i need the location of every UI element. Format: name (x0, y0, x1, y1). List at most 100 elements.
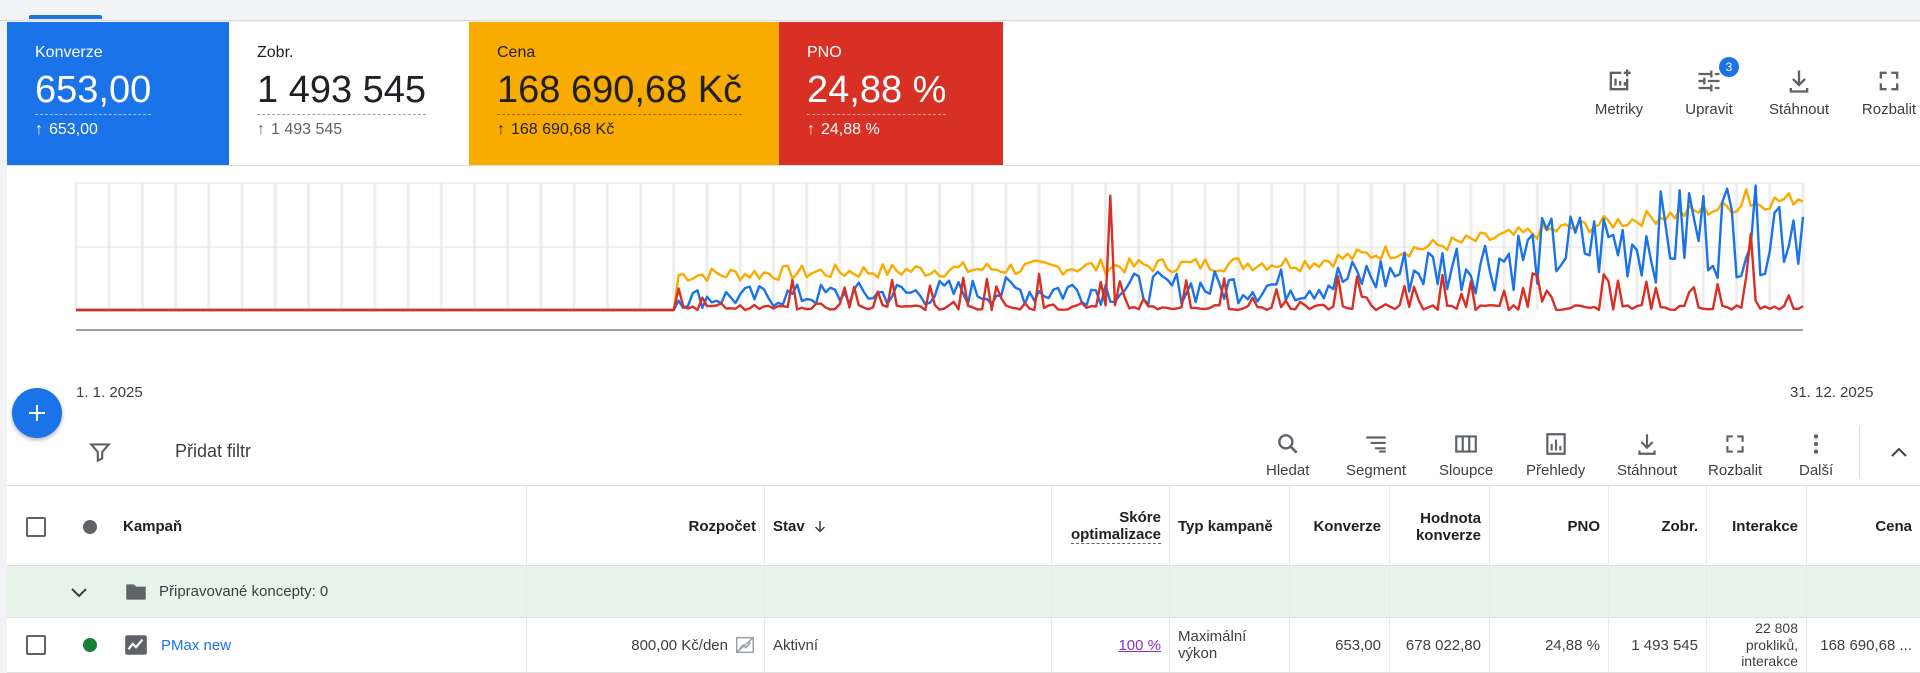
no-chart-icon (736, 636, 754, 654)
optimization-score-link[interactable]: 100 % (1118, 636, 1161, 654)
header-interactions[interactable]: Interakce (1707, 486, 1807, 567)
chart-series-pno-line (76, 194, 1804, 312)
folder-icon (126, 583, 146, 600)
scorecard-label: Zobr. (257, 44, 294, 61)
more-label: Další (1799, 462, 1834, 479)
header-campaign[interactable]: Kampaň (115, 486, 527, 567)
reports-button[interactable]: Přehledy (1526, 431, 1585, 479)
impressions-cell: 1 493 545 (1609, 618, 1707, 672)
header-status-label: Stav (773, 518, 805, 535)
arrow-up-icon: ↑ (497, 120, 505, 138)
header-conversion-value[interactable]: Hodnota konverze (1390, 486, 1490, 567)
chevron-down-icon[interactable] (67, 580, 91, 604)
add-filter-button[interactable]: Přidat filtr (175, 441, 252, 461)
table-expand-label: Rozbalit (1708, 462, 1763, 479)
search-label: Hledat (1266, 462, 1310, 479)
search-button[interactable]: Hledat (1266, 431, 1309, 479)
draft-cell (1609, 566, 1707, 617)
edit-label: Upravit (1685, 101, 1733, 118)
row-checkbox[interactable] (26, 635, 46, 655)
type-cell: Maximální výkon (1170, 618, 1290, 672)
header-optimization-score[interactable]: Skóre optimalizace (1052, 486, 1170, 567)
edit-button[interactable]: 3 Upravit (1669, 57, 1749, 118)
segment-label: Segment (1346, 462, 1407, 479)
row-status-cell (65, 618, 115, 672)
scorecard-cena[interactable]: Cena 168 690,68 Kč ↑ 168 690,68 Kč (469, 22, 779, 165)
cost-cell: 168 690,68 ... (1820, 636, 1912, 654)
draft-cell (1290, 566, 1390, 617)
search-icon (1277, 434, 1298, 454)
draft-cell (1170, 566, 1290, 617)
performance-chart[interactable]: 1. 1. 2025 31. 12. 2025 (7, 165, 1920, 435)
select-all-checkbox[interactable] (26, 516, 46, 537)
scorecard-pno[interactable]: PNO 24,88 % ↑ 24,88 % (779, 22, 1003, 165)
row-select-cell (7, 618, 65, 672)
draft-cell (1707, 566, 1807, 617)
budget-value: 800,00 Kč/den (631, 636, 728, 654)
table-download-button[interactable]: Stáhnout (1617, 431, 1677, 479)
budget-cell[interactable]: 800,00 Kč/den (527, 618, 765, 672)
expand-button[interactable]: Rozbalit (1849, 67, 1920, 118)
expand-label: Rozbalit (1861, 101, 1917, 118)
add-fab-button[interactable] (12, 388, 62, 438)
draft-cell (1390, 566, 1490, 617)
top-tab-strip (0, 0, 1920, 21)
status-active-dot-icon (83, 638, 97, 652)
arrow-up-icon: ↑ (807, 120, 815, 138)
status-cell[interactable]: Aktivní (765, 618, 1052, 672)
columns-button[interactable]: Sloupce (1439, 431, 1493, 479)
campaign-cell: PMax new (115, 618, 527, 672)
download-icon (1789, 70, 1809, 93)
header-campaign-type[interactable]: Typ kampaně (1170, 486, 1290, 567)
download-icon (1638, 434, 1656, 455)
x-axis-end-label: 31. 12. 2025 (1790, 384, 1874, 401)
fullscreen-icon (1726, 435, 1744, 453)
draft-label-cell: Připravované koncepty: 0 (115, 566, 527, 617)
arrow-up-icon: ↑ (257, 120, 265, 138)
draft-cell (765, 566, 1052, 617)
header-cost[interactable]: Cena (1875, 518, 1912, 535)
table-header: Kampaň Rozpočet Stav Skóre optimalizace … (7, 485, 1920, 567)
more-button[interactable]: Další (1799, 431, 1833, 479)
tune-icon (1698, 70, 1720, 92)
overview-panel: Konverze 653,00 ↑ 653,00 Zobr. 1 493 545 … (7, 22, 1920, 673)
segment-button[interactable]: Segment (1346, 431, 1406, 479)
arrow-up-icon: ↑ (35, 120, 43, 138)
chevron-up-icon[interactable] (1887, 441, 1911, 465)
table-row[interactable]: PMax new 800,00 Kč/den Aktivní 100 % Max… (7, 618, 1920, 673)
header-impressions[interactable]: Zobr. (1609, 486, 1707, 567)
filter-icon[interactable] (87, 439, 113, 465)
conversion-value-cell: 678 022,80 (1390, 618, 1490, 672)
metrics-button[interactable]: Metriky (1579, 67, 1659, 118)
select-all-cell (7, 486, 65, 567)
download-button[interactable]: Stáhnout (1759, 67, 1839, 118)
interactions-cell: 22 808 prokliků, interakce (1707, 618, 1807, 672)
scorecard-zobr[interactable]: Zobr. 1 493 545 ↑ 1 493 545 (229, 22, 469, 165)
plus-icon (29, 405, 45, 421)
table-expand-button[interactable]: Rozbalit (1708, 431, 1762, 479)
scorecard-value: 24,88 % (807, 69, 947, 115)
draft-label[interactable]: Připravované koncepty: 0 (159, 583, 329, 600)
score-cell: 100 % (1052, 618, 1170, 672)
bar-chart-icon (1545, 433, 1566, 455)
scorecard-change: ↑ 1 493 545 (257, 121, 441, 139)
header-status[interactable]: Stav (765, 486, 1052, 567)
conversions-cell: 653,00 (1290, 618, 1390, 672)
interactions-line2: prokliků, (1745, 636, 1798, 653)
header-conv-value-line1: Hodnota (1420, 509, 1481, 527)
scorecard-konverze[interactable]: Konverze 653,00 ↑ 653,00 (7, 22, 229, 165)
draft-cell (1490, 566, 1609, 617)
add-chart-icon (1609, 69, 1631, 91)
header-conv-value-line2: konverze (1415, 526, 1481, 544)
header-conversions[interactable]: Konverze (1290, 486, 1390, 567)
x-axis-start-label: 1. 1. 2025 (76, 384, 143, 401)
campaign-name-link[interactable]: PMax new (161, 636, 232, 654)
header-pno[interactable]: PNO (1490, 486, 1609, 567)
filter-toolbar: Přidat filtr Hledat Segment Sloupce Přeh… (7, 415, 1920, 489)
header-budget[interactable]: Rozpočet (527, 486, 765, 567)
header-score-line2: optimalizace (1070, 526, 1161, 544)
scorecard-change: ↑ 24,88 % (807, 121, 975, 139)
segment-icon (1366, 436, 1386, 453)
draft-cell (1052, 566, 1170, 617)
columns-label: Sloupce (1439, 462, 1494, 479)
